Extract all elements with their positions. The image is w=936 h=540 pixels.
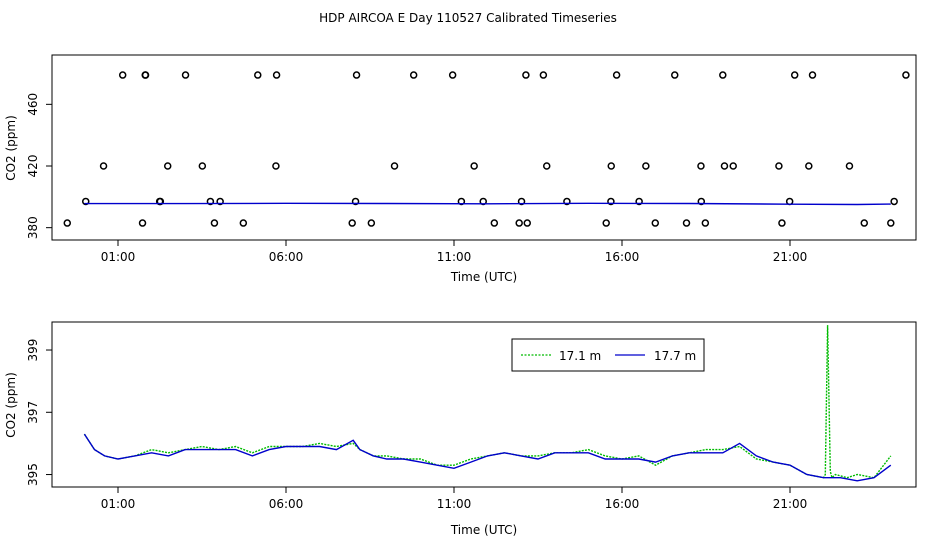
top-data-point: [81, 197, 90, 206]
bottom-series-line-17-7-m: [83, 433, 892, 482]
top-data-point: [390, 162, 399, 170]
bottom-plot-frame: [51, 321, 917, 488]
top-data-point: [805, 162, 813, 170]
top-data-point: [352, 71, 361, 79]
top-data-point: [860, 219, 869, 227]
bottom-x-tick-label: 11:00: [437, 497, 472, 511]
top-x-axis-label: Time (UTC): [450, 270, 517, 284]
top-data-point: [490, 219, 499, 227]
top-data-point: [682, 219, 691, 227]
top-data-point: [607, 162, 615, 170]
top-data-point: [181, 71, 190, 79]
top-x-tick-label: 11:00: [437, 250, 472, 264]
bottom-series-line-17-1-m: [83, 325, 892, 480]
bottom-y-tick-label: 399: [26, 339, 40, 362]
top-data-point: [697, 162, 705, 170]
top-y-tick-label: 380: [26, 216, 40, 239]
top-data-point: [790, 71, 799, 79]
top-data-point: [99, 162, 108, 170]
top-x-tick-label: 01:00: [101, 250, 136, 264]
bottom-y-tick-label: 395: [26, 463, 40, 486]
top-data-point: [210, 219, 219, 227]
top-data-point: [457, 197, 466, 206]
bottom-y-axis-label: CO2 (ppm): [4, 372, 18, 438]
top-data-point: [515, 219, 523, 227]
top-y-tick-label: 460: [26, 93, 40, 116]
top-panel: 01:00 06:00 11:00 16:00 21:00 380 420 460 Time…: [4, 54, 917, 284]
bottom-y-axis: 395 397 399: [26, 339, 52, 486]
top-data-point: [701, 219, 710, 227]
top-data-point: [651, 219, 660, 227]
top-data-point: [563, 197, 571, 206]
top-plot-frame: [51, 54, 917, 241]
bottom-x-axis: 01:00 06:00 11:00 16:00 21:00: [101, 487, 808, 511]
top-data-point: [367, 219, 376, 227]
legend-label-17-1m: 17.1 m: [559, 349, 601, 363]
top-data-point: [635, 197, 643, 206]
legend: 17.1 m 17.7 m: [511, 338, 705, 372]
top-data-point: [216, 197, 224, 206]
top-data-point: [607, 197, 615, 206]
top-x-axis: 01:00 06:00 11:00 16:00 21:00: [101, 240, 808, 264]
top-data-point: [141, 71, 150, 79]
top-data-point: [63, 219, 72, 227]
top-data-point: [523, 219, 531, 227]
top-data-point: [612, 71, 621, 79]
top-data-point: [448, 71, 457, 79]
top-data-point: [729, 162, 737, 170]
bottom-panel: 01:00 06:00 11:00 16:00 21:00 395 397 399 Time…: [4, 321, 917, 537]
top-series-line-fit: [84, 202, 891, 206]
top-data-point: [642, 162, 650, 170]
top-data-point: [902, 71, 910, 79]
top-data-point: [720, 162, 729, 170]
top-x-tick-label: 16:00: [605, 250, 640, 264]
legend-label-17-7m: 17.7 m: [654, 349, 696, 363]
top-data-point: [890, 197, 898, 206]
top-data-point: [522, 71, 530, 79]
top-data-point: [156, 197, 165, 206]
top-data-point: [539, 71, 548, 79]
top-data-point: [470, 162, 478, 170]
top-data-point: [254, 71, 262, 79]
top-data-point: [118, 71, 127, 79]
top-data-point: [778, 219, 786, 227]
top-data-point: [697, 197, 706, 206]
bottom-data-marks: [83, 325, 892, 482]
top-y-tick-label: 420: [26, 155, 40, 178]
bottom-x-axis-label: Time (UTC): [450, 523, 517, 537]
top-data-point: [775, 162, 783, 170]
top-data-marks: [63, 71, 910, 227]
top-x-tick-label: 06:00: [269, 250, 304, 264]
top-data-point: [272, 71, 281, 79]
bottom-x-tick-label: 21:00: [773, 497, 808, 511]
top-data-point: [348, 219, 356, 227]
top-data-point: [239, 219, 248, 227]
bottom-x-tick-label: 06:00: [269, 497, 304, 511]
top-data-point: [517, 197, 526, 206]
top-data-point: [206, 197, 215, 206]
top-data-point: [351, 197, 360, 206]
top-data-point: [671, 71, 679, 79]
top-data-point: [272, 162, 280, 170]
top-y-axis: 380 420 460: [26, 93, 52, 239]
top-data-point: [542, 162, 551, 170]
top-y-axis-label: CO2 (ppm): [4, 115, 18, 181]
top-data-point: [845, 162, 854, 170]
top-data-point: [602, 219, 610, 227]
bottom-y-tick-label: 397: [26, 401, 40, 424]
top-data-point: [138, 219, 147, 227]
top-data-point: [409, 71, 418, 79]
top-data-point: [808, 71, 817, 79]
top-data-point: [719, 71, 727, 79]
top-x-tick-label: 21:00: [773, 250, 808, 264]
top-data-point: [887, 219, 895, 227]
bottom-x-tick-label: 01:00: [101, 497, 136, 511]
chart-title: HDP AIRCOA E Day 110527 Calibrated Times…: [319, 11, 617, 25]
top-data-point: [163, 162, 172, 170]
top-data-point: [198, 162, 207, 170]
bottom-x-tick-label: 16:00: [605, 497, 640, 511]
